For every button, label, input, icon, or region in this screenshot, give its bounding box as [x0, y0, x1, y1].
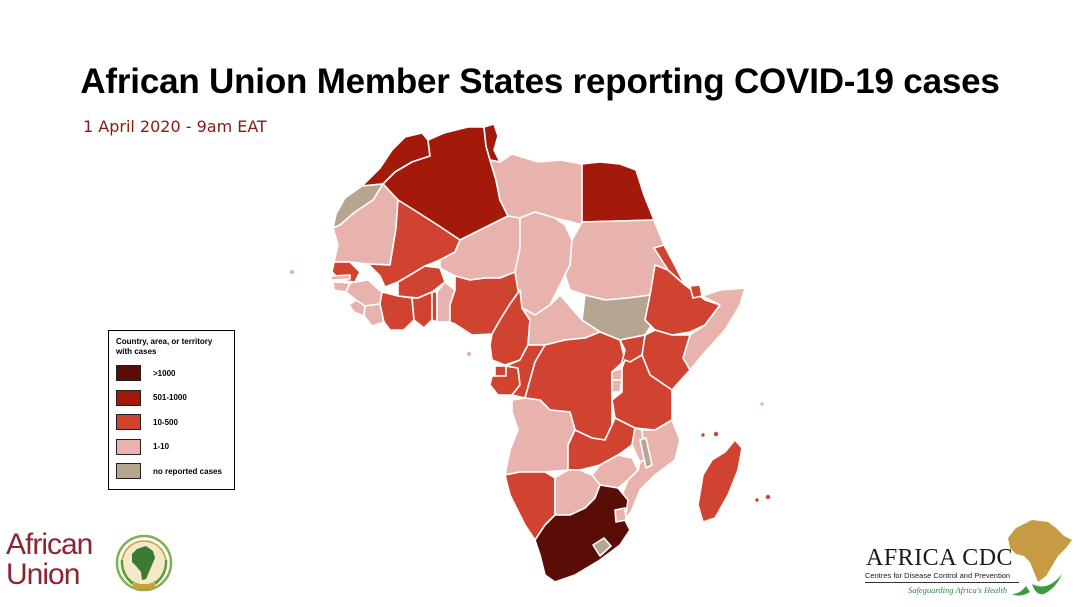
africa-cdc-logo: AFRICA CDC Centres for Disease Control a…	[862, 514, 1072, 602]
legend-title: Country, area, or territory with cases	[116, 337, 213, 356]
legend-label: 501-1000	[153, 393, 187, 402]
legend-swatch	[116, 389, 141, 406]
legend-item: no reported cases	[116, 462, 228, 480]
african-union-wordmark: African Union	[6, 528, 93, 591]
african-union-logo: African Union	[6, 530, 176, 596]
region-madagascar	[697, 439, 743, 523]
region-sierra-leone	[348, 299, 366, 317]
region-egypt	[581, 161, 655, 223]
legend-item: >1000	[116, 364, 228, 382]
cdc-subtitle: Centres for Disease Control and Preventi…	[865, 571, 1011, 580]
legend-item: 501-1000	[116, 389, 228, 407]
region-lesotho	[592, 537, 612, 557]
map-title: African Union Member States reporting CO…	[80, 62, 1000, 101]
region-comoros	[699, 431, 707, 439]
region-ghana	[411, 291, 433, 329]
legend-label: no reported cases	[153, 466, 222, 476]
legend-item: 10-500	[116, 413, 228, 431]
legend-label: >1000	[153, 368, 176, 378]
region-eswatini	[614, 507, 627, 523]
au-wordmark-line2: Union	[6, 558, 80, 591]
cdc-name: AFRICA CDC	[866, 545, 1014, 571]
region-chad	[514, 211, 573, 316]
region-mauritius	[764, 493, 772, 501]
region-sao-tome	[465, 350, 473, 358]
legend-swatch	[116, 438, 141, 455]
legend-swatch	[116, 414, 141, 430]
region-gambia	[330, 274, 351, 281]
legend: Country, area, or territory with cases >…	[108, 330, 235, 490]
legend-swatch	[116, 365, 141, 381]
region-seychelles	[758, 400, 766, 408]
legend-label: 10-500	[153, 417, 178, 427]
region-comoros-2	[712, 430, 720, 438]
legend-rows: >1000 501-1000 10-500 1-10 no reported c…	[116, 364, 228, 480]
cdc-tagline: Safeguarding Africa's Health	[908, 585, 1008, 595]
africa-shape-icon	[1008, 520, 1072, 596]
region-equatorial-guinea	[494, 365, 507, 377]
legend-swatch	[116, 463, 141, 479]
region-libya	[489, 153, 583, 226]
region-burundi	[611, 379, 623, 393]
legend-item: 1-10	[116, 438, 228, 456]
legend-label: 1-10	[153, 442, 170, 451]
map-date: 1 April 2020 - 9am EAT	[83, 117, 267, 136]
au-wordmark-line1: African	[6, 528, 93, 561]
region-somalia	[682, 287, 746, 371]
region-south-africa	[534, 484, 631, 583]
au-emblem-icon	[115, 534, 173, 592]
region-tunisia	[483, 123, 501, 163]
region-cabo-verde	[288, 268, 296, 276]
region-eritrea	[653, 244, 686, 286]
region-malawi-lake-area	[639, 437, 653, 469]
region-reunion	[753, 496, 761, 504]
region-guinea	[345, 279, 383, 307]
region-djibouti	[689, 284, 703, 299]
cdc-divider	[865, 582, 1019, 583]
